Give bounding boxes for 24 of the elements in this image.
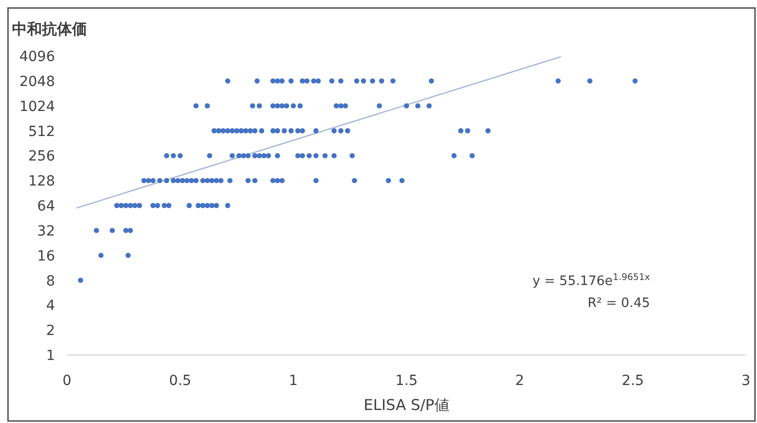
y-tick-label: 1 — [46, 348, 55, 364]
y-tick-label: 1024 — [19, 98, 56, 115]
x-tick-label: 1.5 — [395, 373, 418, 389]
y-tick-label: 4 — [46, 298, 56, 314]
x-tick-label: 0 — [62, 373, 72, 389]
x-tick-label: 1 — [288, 373, 298, 389]
y-tick-label: 4096 — [19, 49, 56, 65]
y-tick-label: 128 — [28, 174, 55, 190]
annotation: R² = 0.45 — [588, 296, 650, 311]
y-tick-label: 512 — [28, 124, 55, 140]
x-tick-label: 2 — [515, 373, 524, 389]
x-tick-label: 0.5 — [169, 373, 192, 389]
y-tick-label: 32 — [37, 223, 55, 240]
y-tick-label: 64 — [37, 198, 56, 214]
y-axis-title: 中和抗体価 — [12, 20, 87, 38]
y-tick-label: 8 — [46, 273, 55, 290]
x-tick-label: 3 — [742, 373, 750, 389]
y-tick-label: 256 — [28, 148, 56, 165]
x-axis-title: ELISA S/P値 — [364, 396, 450, 414]
annotation: y = 55.176e$^{1.9651x}$ — [532, 273, 651, 289]
y-tick-label: 2048 — [19, 74, 55, 90]
x-tick-label: 2.5 — [622, 373, 644, 389]
y-tick-label: 16 — [37, 248, 56, 264]
y-tick-label: 2 — [46, 323, 55, 340]
